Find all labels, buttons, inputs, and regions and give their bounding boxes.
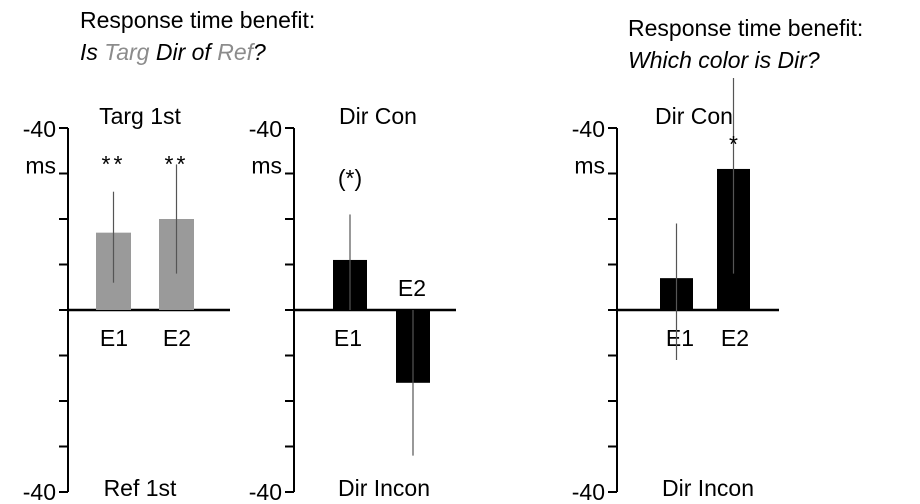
left-heading-part-1: Is [80, 39, 104, 65]
y-bottom-label: -40 [249, 479, 282, 504]
y-top-label: -40 [572, 116, 605, 142]
top-condition-label: Dir Con [339, 103, 417, 129]
top-condition-label: Dir Con [655, 103, 733, 129]
top-condition-label: Targ 1st [99, 103, 181, 129]
y-unit-label: ms [25, 153, 56, 179]
panel-targ-ref: -40 ms -40 Targ 1st Ref 1st E1 E2 ** ** [23, 103, 230, 504]
right-heading-line1: Response time benefit: [628, 15, 863, 41]
significance-marker-e2: * [729, 131, 738, 157]
bottom-condition-label: Ref 1st [104, 475, 177, 501]
category-label-e2: E2 [721, 325, 749, 351]
y-unit-label: ms [574, 153, 605, 179]
bottom-condition-label: Dir Incon [662, 475, 754, 501]
category-label-e1: E1 [334, 325, 362, 351]
category-label-e2: E2 [163, 325, 191, 351]
right-heading-line2: Which color is Dir? [628, 47, 820, 73]
category-label-e2: E2 [398, 275, 426, 301]
panel-dir-left: -40 ms -40 Dir Con Dir Incon E1 E2 (*) [249, 103, 456, 504]
y-bottom-label: -40 [572, 479, 605, 504]
left-heading-line1: Response time benefit: [80, 7, 315, 33]
significance-marker-e1: (*) [338, 165, 362, 191]
y-bottom-label: -40 [23, 479, 56, 504]
significance-marker-e1: ** [102, 151, 126, 177]
left-heading-part-3: Dir of [149, 39, 217, 65]
y-unit-label: ms [251, 153, 282, 179]
left-heading-part-2: Targ [104, 39, 149, 65]
y-top-label: -40 [249, 116, 282, 142]
left-heading-part-4: Ref [217, 39, 255, 65]
category-label-e1: E1 [100, 325, 128, 351]
left-heading-part-5: ? [253, 39, 266, 65]
bottom-condition-label: Dir Incon [338, 475, 430, 501]
y-top-label: -40 [23, 116, 56, 142]
left-heading-line2: Is Targ Dir of Ref? [80, 39, 266, 65]
category-label-e1: E1 [666, 325, 694, 351]
panel-dir-right: -40 ms -40 Dir Con Dir Incon E1 E2 * [572, 77, 779, 504]
significance-marker-e2: ** [165, 151, 189, 177]
